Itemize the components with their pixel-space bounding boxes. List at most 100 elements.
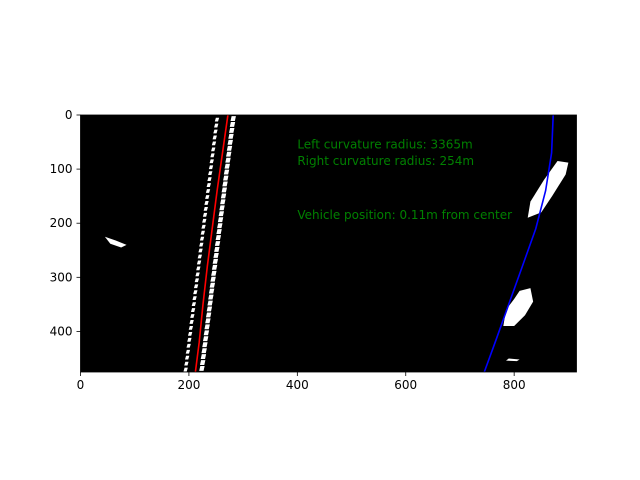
lane-pixel bbox=[216, 229, 222, 235]
lane-pixel bbox=[222, 181, 228, 187]
lane-pixel bbox=[193, 290, 198, 295]
lane-pixel bbox=[206, 183, 211, 187]
lane-pixel bbox=[202, 218, 207, 223]
lane-pixel bbox=[215, 235, 222, 240]
lane-pixel bbox=[195, 272, 200, 277]
lane-pixel bbox=[212, 258, 219, 264]
lane-pixel bbox=[203, 330, 210, 336]
lane-pixel bbox=[187, 331, 193, 336]
lane-pixel bbox=[213, 252, 219, 258]
x-tick-label: 200 bbox=[177, 378, 200, 392]
lane-pixel bbox=[211, 147, 216, 152]
lane-pixel bbox=[211, 264, 218, 270]
lane-pixel bbox=[226, 145, 233, 151]
lane-pixel bbox=[205, 312, 212, 318]
lane-pixel bbox=[214, 123, 219, 128]
lane-pixel bbox=[196, 266, 201, 271]
lane-pixel bbox=[208, 294, 214, 300]
lane-pixel bbox=[183, 367, 188, 372]
lane-pixel bbox=[221, 187, 227, 193]
lane-pixel bbox=[202, 342, 208, 348]
lane-pixel bbox=[207, 300, 213, 306]
plot-area: Left curvature radius: 3365m Right curva… bbox=[80, 114, 577, 373]
lane-pixel bbox=[194, 278, 200, 283]
lane-pixel bbox=[219, 205, 225, 211]
series-layer bbox=[194, 114, 554, 373]
lane-pixel bbox=[209, 159, 214, 164]
lane-pixel bbox=[205, 318, 211, 324]
lane-pixel bbox=[185, 349, 191, 354]
lane-pixel bbox=[199, 366, 205, 371]
lane-pixel bbox=[230, 116, 236, 121]
lane-pixel bbox=[212, 135, 217, 140]
lane-pixel bbox=[211, 141, 217, 146]
lane-pixel bbox=[218, 211, 225, 217]
lane-pixel-blob bbox=[104, 236, 127, 248]
lane-pixel bbox=[209, 282, 216, 288]
lane-pixel bbox=[200, 230, 205, 235]
lane-pixel bbox=[190, 314, 195, 318]
lane-pixel bbox=[208, 165, 214, 170]
annotation-layer: Left curvature radius: 3365m Right curva… bbox=[297, 138, 512, 222]
lane-pixel bbox=[223, 175, 229, 181]
lane-pixel bbox=[204, 201, 209, 205]
lane-pixel bbox=[226, 151, 232, 157]
lane-pixel bbox=[207, 177, 212, 182]
lane-pixel bbox=[199, 360, 206, 365]
lane-pixel bbox=[205, 189, 211, 193]
lane-pixel bbox=[203, 206, 208, 211]
lane-pixel bbox=[229, 122, 236, 127]
lane-pixel bbox=[199, 236, 205, 241]
lane-pixel bbox=[223, 169, 230, 175]
series-line-left-fit bbox=[194, 114, 229, 373]
lane-pixel bbox=[189, 320, 194, 324]
lane-pixel bbox=[202, 336, 209, 342]
lane-pixel bbox=[205, 195, 210, 199]
lane-pixel bbox=[202, 212, 208, 217]
annotation-text: Right curvature radius: 254m bbox=[297, 154, 474, 168]
x-tick-label: 0 bbox=[77, 378, 85, 392]
lane-pixel bbox=[201, 224, 206, 229]
lane-pixel bbox=[192, 296, 197, 301]
lane-pixel bbox=[206, 306, 213, 312]
series-line-right-fit bbox=[483, 114, 554, 373]
lane-pixel bbox=[225, 157, 231, 163]
lane-pixel bbox=[228, 133, 234, 139]
lane-pixel-blob bbox=[527, 160, 569, 218]
y-tick-label: 200 bbox=[50, 216, 73, 230]
lane-pixel bbox=[220, 199, 226, 205]
lane-pixel bbox=[210, 153, 215, 158]
lane-pixel bbox=[193, 284, 199, 289]
x-tick-label: 600 bbox=[394, 378, 417, 392]
y-tick-label: 300 bbox=[50, 270, 73, 284]
x-tick-label: 400 bbox=[286, 378, 309, 392]
x-tick-label: 800 bbox=[503, 378, 526, 392]
y-tick-label: 100 bbox=[50, 162, 73, 176]
lane-pixel bbox=[211, 270, 217, 276]
lane-pixel bbox=[187, 337, 192, 342]
lane-pixel bbox=[217, 217, 224, 223]
lane-pixel bbox=[217, 223, 223, 229]
lane-pixel bbox=[220, 193, 227, 199]
lane-pixel bbox=[204, 324, 210, 330]
lane-pixel bbox=[184, 361, 189, 366]
plot-background bbox=[80, 115, 577, 372]
lane-pixel bbox=[197, 254, 202, 259]
lane-pixel bbox=[208, 288, 215, 294]
lane-pixel bbox=[188, 326, 194, 330]
lane-pixel bbox=[210, 276, 216, 282]
lane-pixel bbox=[213, 129, 218, 134]
annotation-text: Left curvature radius: 3365m bbox=[297, 138, 472, 152]
lane-pixel bbox=[199, 242, 204, 247]
lane-pixel bbox=[186, 343, 191, 348]
axes: 0 200 400 600 800 0 100 200 300 400 bbox=[50, 108, 577, 392]
lane-pixel bbox=[214, 117, 220, 122]
lane-pixel bbox=[201, 348, 207, 354]
y-tick-label: 400 bbox=[50, 324, 73, 338]
lane-pixel bbox=[224, 163, 230, 169]
y-tick-label: 0 bbox=[65, 108, 73, 122]
lane-pixel bbox=[196, 260, 202, 265]
lane-pixel bbox=[208, 171, 213, 176]
lane-pixel bbox=[198, 248, 203, 253]
